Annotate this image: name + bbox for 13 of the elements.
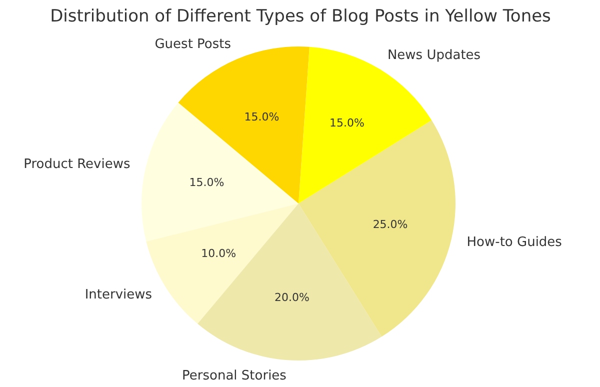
slice-label: News Updates bbox=[387, 48, 481, 63]
slice-label: Guest Posts bbox=[154, 37, 232, 52]
data-label: 10.0% bbox=[201, 246, 236, 260]
data-label: 15.0% bbox=[189, 176, 224, 189]
chart-title: Distribution of Different Types of Blog Posts in Yellow Tones bbox=[50, 6, 552, 26]
slice-label: Interviews bbox=[84, 288, 152, 303]
slice-label: Personal Stories bbox=[182, 368, 287, 384]
slice-label: How-to Guides bbox=[466, 234, 562, 250]
data-label: 25.0% bbox=[372, 218, 408, 232]
data-label: 15.0% bbox=[330, 116, 364, 130]
data-label: 20.0% bbox=[274, 290, 310, 304]
data-label: 15.0% bbox=[244, 110, 280, 124]
slice-label: Product Reviews bbox=[24, 157, 130, 172]
